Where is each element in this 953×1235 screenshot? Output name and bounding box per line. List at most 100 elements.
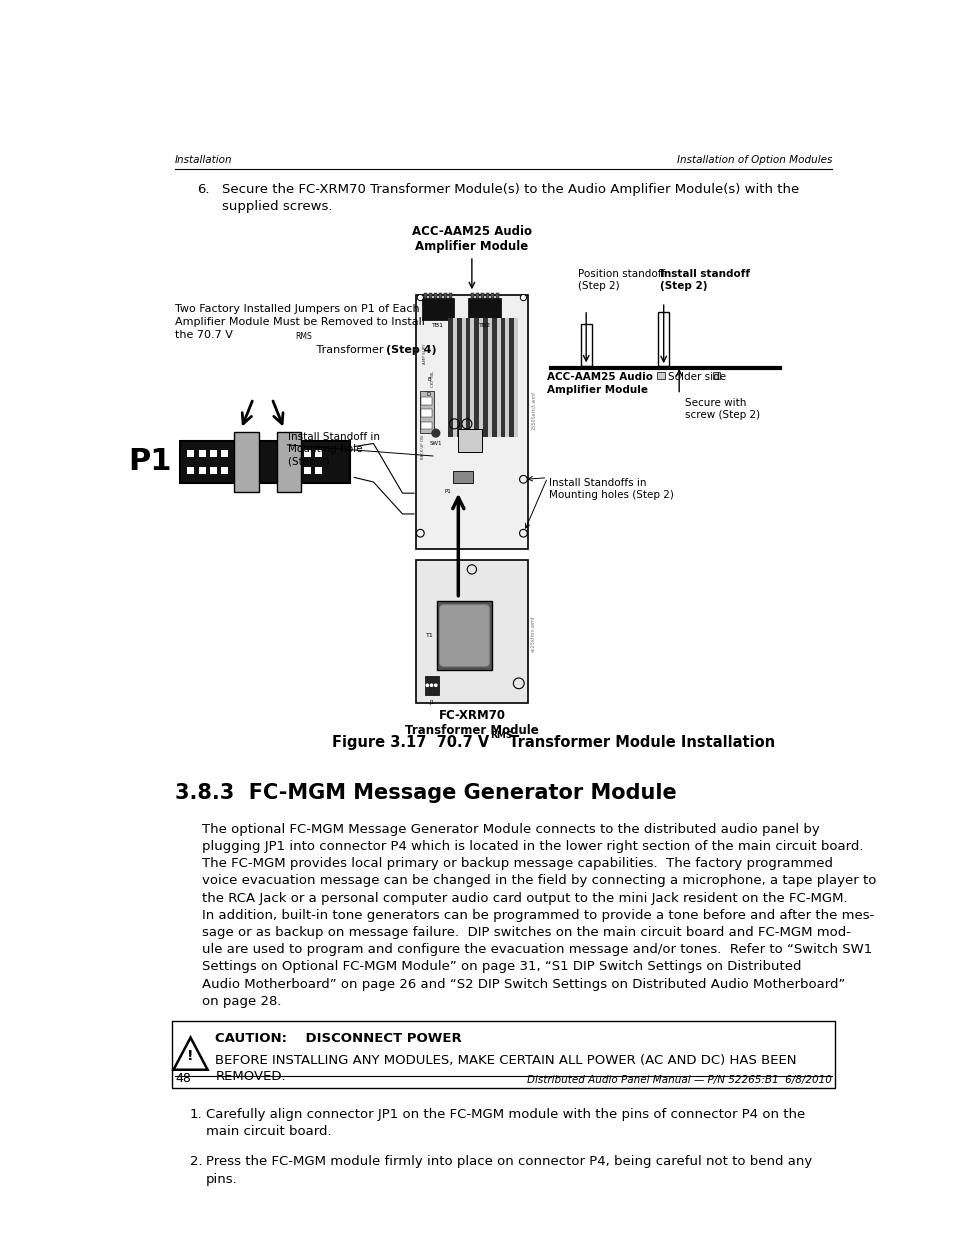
Text: Install standoff
(Step 2): Install standoff (Step 2) [659, 269, 749, 290]
FancyBboxPatch shape [187, 467, 194, 474]
FancyBboxPatch shape [470, 293, 474, 299]
Text: Solder side: Solder side [667, 372, 728, 382]
Text: TB2: TB2 [478, 324, 490, 329]
FancyBboxPatch shape [416, 561, 528, 703]
FancyBboxPatch shape [187, 450, 194, 457]
Text: 48: 48 [174, 1072, 191, 1086]
Text: Transformer Module Installation: Transformer Module Installation [504, 735, 775, 750]
Text: RMS: RMS [489, 731, 512, 740]
FancyBboxPatch shape [172, 1021, 835, 1088]
FancyBboxPatch shape [221, 467, 228, 474]
FancyBboxPatch shape [580, 324, 591, 366]
FancyBboxPatch shape [198, 450, 206, 457]
Polygon shape [173, 1037, 208, 1070]
Text: 1.: 1. [190, 1108, 202, 1120]
FancyBboxPatch shape [438, 293, 442, 299]
FancyBboxPatch shape [658, 312, 668, 366]
FancyBboxPatch shape [233, 431, 258, 493]
Text: Figure 3.17  70.7 V: Figure 3.17 70.7 V [332, 735, 488, 750]
Text: Secure with
screw (Step 2): Secure with screw (Step 2) [684, 399, 760, 420]
FancyBboxPatch shape [443, 293, 447, 299]
FancyBboxPatch shape [448, 317, 517, 437]
Text: Secure the FC-XRM70 Transformer Module(s) to the Audio Amplifier Module(s) with : Secure the FC-XRM70 Transformer Module(s… [221, 183, 798, 212]
FancyBboxPatch shape [457, 430, 481, 452]
Text: Distributed Audio Panel Manual — P/N 52265:B1  6/8/2010: Distributed Audio Panel Manual — P/N 522… [527, 1076, 831, 1086]
Text: B: B [427, 377, 430, 382]
FancyBboxPatch shape [303, 450, 311, 457]
FancyBboxPatch shape [179, 441, 350, 483]
FancyBboxPatch shape [210, 450, 216, 457]
Text: CAUTION:    DISCONNECT POWER: CAUTION: DISCONNECT POWER [215, 1032, 461, 1045]
FancyBboxPatch shape [434, 293, 436, 299]
Text: 2.: 2. [190, 1156, 202, 1168]
FancyBboxPatch shape [221, 450, 228, 457]
FancyBboxPatch shape [449, 293, 452, 299]
Text: !: ! [187, 1049, 193, 1063]
Text: D: D [426, 391, 431, 398]
Text: The optional FC-MGM Message Generator Module connects to the distributed audio p: The optional FC-MGM Message Generator Mo… [202, 823, 876, 1008]
FancyBboxPatch shape [421, 299, 454, 320]
FancyBboxPatch shape [490, 293, 493, 299]
FancyBboxPatch shape [416, 294, 528, 548]
Text: Amplifier Module: Amplifier Module [547, 384, 648, 395]
Text: RMS: RMS [294, 332, 312, 341]
FancyBboxPatch shape [453, 471, 473, 483]
Text: Carefully align connector JP1 on the FC-MGM module with the pins of connector P4: Carefully align connector JP1 on the FC-… [206, 1108, 804, 1137]
FancyBboxPatch shape [436, 601, 491, 671]
Circle shape [435, 684, 436, 687]
FancyBboxPatch shape [476, 293, 478, 299]
Text: ACC-AAM25 Audio
Amplifier Module: ACC-AAM25 Audio Amplifier Module [412, 225, 532, 253]
FancyBboxPatch shape [712, 372, 720, 379]
Text: Transformer: Transformer [313, 345, 387, 354]
FancyBboxPatch shape [303, 467, 311, 474]
Circle shape [426, 684, 428, 687]
FancyBboxPatch shape [210, 467, 216, 474]
Text: P1: P1 [444, 489, 451, 494]
FancyBboxPatch shape [420, 409, 432, 417]
FancyBboxPatch shape [314, 467, 321, 474]
Text: Press the FC-MGM module firmly into place on connector P4, being careful not to : Press the FC-MGM module firmly into plac… [206, 1156, 811, 1186]
Text: ac25xfmn.wmf: ac25xfmn.wmf [531, 615, 536, 652]
FancyBboxPatch shape [482, 317, 487, 437]
Text: Installation of Option Modules: Installation of Option Modules [677, 156, 831, 165]
Text: J1: J1 [429, 699, 434, 704]
FancyBboxPatch shape [419, 390, 433, 433]
Text: Installation: Installation [174, 156, 233, 165]
FancyBboxPatch shape [198, 467, 206, 474]
FancyBboxPatch shape [276, 431, 301, 493]
Text: Install Standoffs in
Mounting holes (Step 2): Install Standoffs in Mounting holes (Ste… [548, 478, 673, 500]
FancyBboxPatch shape [424, 676, 438, 695]
Text: BEFORE INSTALLING ANY MODULES, MAKE CERTAIN ALL POWER (AC AND DC) HAS BEEN
REMOV: BEFORE INSTALLING ANY MODULES, MAKE CERT… [215, 1053, 796, 1083]
FancyBboxPatch shape [439, 605, 489, 667]
Text: P1: P1 [129, 447, 172, 477]
Text: Two Factory Installed Jumpers on P1 of Each
Amplifier Module Must be Removed to : Two Factory Installed Jumpers on P1 of E… [174, 304, 424, 340]
FancyBboxPatch shape [465, 317, 470, 437]
FancyBboxPatch shape [500, 317, 505, 437]
FancyBboxPatch shape [509, 317, 514, 437]
FancyBboxPatch shape [480, 293, 483, 299]
Circle shape [519, 294, 526, 300]
Text: T1: T1 [425, 634, 433, 638]
Text: Position standoff
(Step 2): Position standoff (Step 2) [578, 269, 665, 290]
Circle shape [432, 430, 439, 437]
FancyBboxPatch shape [420, 421, 432, 430]
FancyBboxPatch shape [485, 293, 488, 299]
FancyBboxPatch shape [474, 317, 478, 437]
Text: TB1: TB1 [432, 324, 444, 329]
Circle shape [430, 684, 433, 687]
Text: Install Standoff in
Mounting hole
(Step 2): Install Standoff in Mounting hole (Step … [288, 431, 380, 467]
Circle shape [416, 294, 423, 300]
FancyBboxPatch shape [456, 317, 461, 437]
Text: CKT TBL: CKT TBL [431, 370, 435, 387]
FancyBboxPatch shape [468, 299, 500, 320]
FancyBboxPatch shape [492, 317, 497, 437]
Text: 3.8.3  FC-MGM Message Generator Module: 3.8.3 FC-MGM Message Generator Module [174, 783, 676, 803]
Text: SW1: SW1 [429, 441, 441, 446]
Text: FC-XRM70
Transformer Module: FC-XRM70 Transformer Module [405, 709, 538, 737]
Text: BACK-UP ON: BACK-UP ON [421, 435, 425, 458]
FancyBboxPatch shape [495, 293, 498, 299]
FancyBboxPatch shape [424, 293, 427, 299]
FancyBboxPatch shape [314, 450, 321, 457]
Text: ACC-AAM25 Audio: ACC-AAM25 Audio [547, 372, 657, 382]
FancyBboxPatch shape [420, 396, 432, 405]
